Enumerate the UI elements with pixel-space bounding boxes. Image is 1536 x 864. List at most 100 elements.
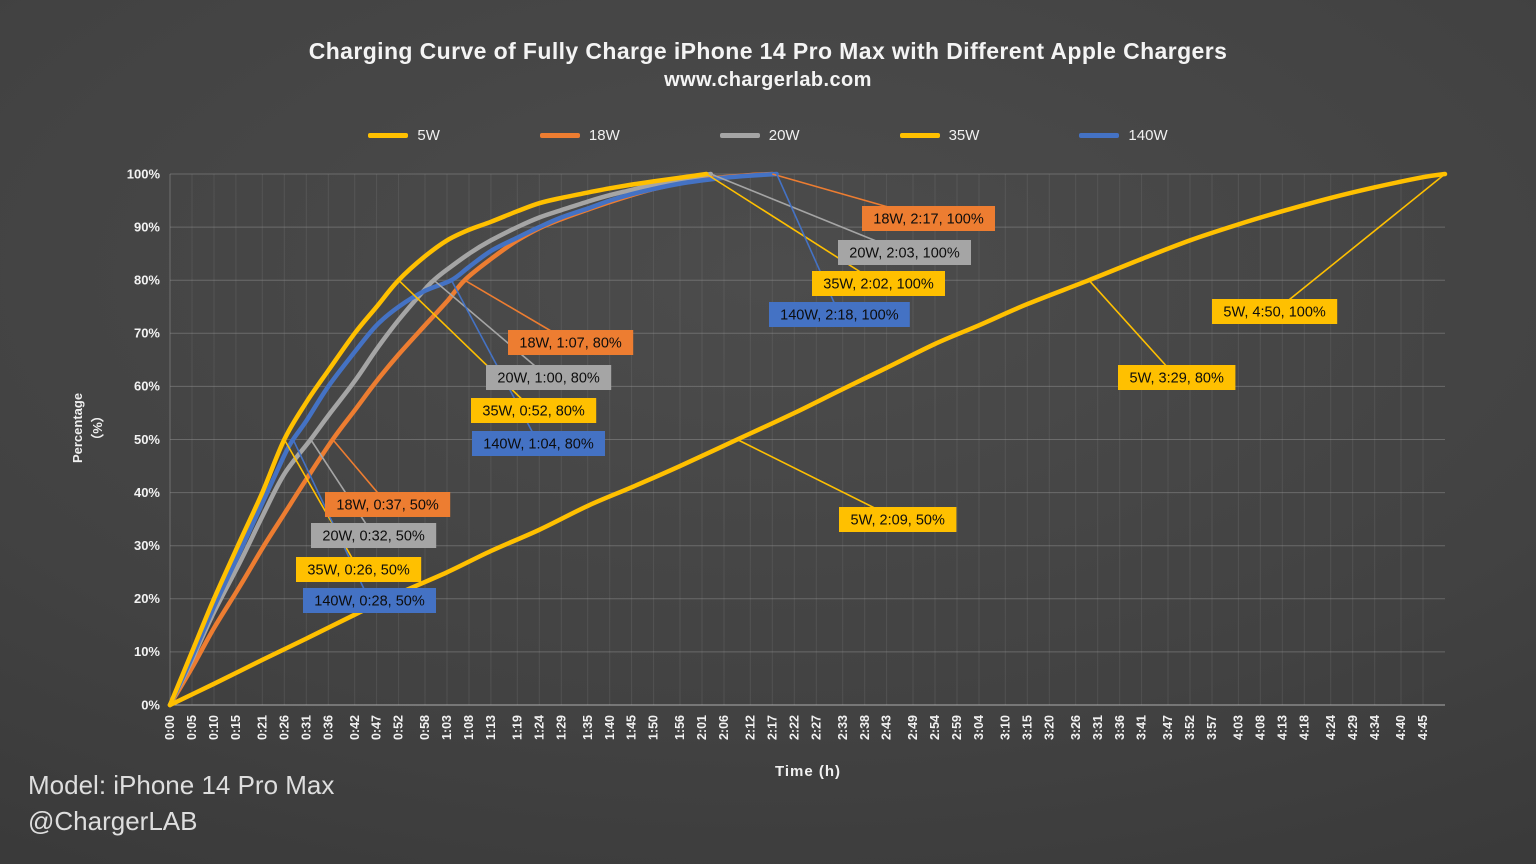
- series-line-20w: [167, 171, 714, 708]
- annotation-label: 20W, 0:32, 50%: [322, 528, 424, 544]
- x-tick-label: 1:29: [554, 715, 568, 740]
- annotation-box: [486, 365, 612, 390]
- y-tick-label: 50%: [134, 432, 160, 447]
- y-tick-label: 100%: [127, 166, 161, 181]
- series-line-35w: [167, 171, 709, 708]
- x-tick-label: 3:20: [1042, 715, 1056, 740]
- annotation-18w-80: 18W, 1:07, 80%: [508, 330, 634, 355]
- x-tick-label: 2:38: [858, 715, 872, 740]
- annotation-label: 35W, 0:26, 50%: [307, 562, 409, 578]
- annotation-label: 35W, 2:02, 100%: [823, 276, 934, 292]
- legend-label: 35W: [948, 127, 980, 144]
- x-tick-label: 1:50: [647, 715, 661, 740]
- annotation-20w-80: 20W, 1:00, 80%: [486, 365, 612, 390]
- annotation-leader-line: [705, 173, 879, 285]
- x-tick-label: 4:24: [1324, 715, 1338, 740]
- annotation-label: 20W, 1:00, 80%: [497, 370, 599, 386]
- y-tick-label: 30%: [134, 538, 160, 553]
- x-tick-label: 1:35: [581, 715, 595, 740]
- annotation-box: [838, 240, 971, 265]
- x-tick-label: 4:45: [1416, 715, 1430, 740]
- legend-label: 20W: [768, 127, 800, 144]
- legend-item-140w: 140W: [1079, 127, 1168, 144]
- annotation-35w-80: 35W, 0:52, 80%: [471, 398, 597, 423]
- annotation-boxes: 18W, 0:37, 50% 20W, 0:32, 50% 35W, 0:26, 5…: [296, 206, 1338, 613]
- y-axis-title-unit: （%）: [89, 409, 105, 447]
- legend-item-18w: 18W: [539, 127, 620, 144]
- annotation-leader-line: [1274, 173, 1446, 313]
- legend: 5W 18W 20W 35W 140W: [0, 127, 1536, 144]
- y-tick-label: 0%: [141, 697, 160, 712]
- annotation-box: [311, 523, 437, 548]
- y-tick-label: 20%: [134, 591, 160, 606]
- x-tick-label: 0:00: [163, 715, 177, 740]
- x-tick-label: 4:40: [1394, 715, 1408, 740]
- annotation-box: [862, 206, 995, 231]
- x-tick-label: 0:47: [370, 715, 384, 740]
- annotation-label: 140W, 1:04, 80%: [483, 436, 594, 452]
- y-tick-label: 40%: [134, 485, 160, 500]
- annotation-box: [839, 507, 957, 532]
- y-tick-label: 80%: [134, 272, 160, 287]
- x-tick-label: 4:08: [1253, 715, 1267, 740]
- annotation-35w-100: 35W, 2:02, 100%: [812, 271, 945, 296]
- x-tick-label: 3:31: [1091, 715, 1105, 740]
- x-tick-label: 1:40: [603, 715, 617, 740]
- x-tick-label: 1:08: [462, 715, 476, 740]
- x-tick-label: 4:18: [1297, 715, 1311, 740]
- x-tick-label: 4:34: [1368, 715, 1382, 740]
- legend-item-35w: 35W: [899, 127, 980, 144]
- annotation-20w-100: 20W, 2:03, 100%: [838, 240, 971, 265]
- x-tick-label: 2:01: [695, 715, 709, 740]
- model-caption: Model: iPhone 14 Pro Max: [28, 770, 335, 800]
- annotation-5w-80: 5W, 3:29, 80%: [1118, 365, 1236, 390]
- annotation-label: 5W, 2:09, 50%: [851, 512, 945, 528]
- legend-item-20w: 20W: [719, 127, 800, 144]
- annotation-box: [769, 302, 910, 327]
- brand-handle: @ChargerLAB: [28, 806, 198, 836]
- x-tick-label: 2:59: [950, 715, 964, 740]
- x-tick-label: 0:58: [418, 715, 432, 740]
- annotation-box: [303, 588, 436, 613]
- x-tick-label: 1:56: [673, 715, 687, 740]
- x-tick-label: 1:13: [484, 715, 498, 740]
- x-tick-label: 2:27: [809, 715, 823, 740]
- horizontal-gridlines: [169, 173, 1445, 706]
- annotation-label: 18W, 0:37, 50%: [336, 497, 438, 513]
- x-tick-label: 1:19: [510, 715, 524, 740]
- legend-swatch-35w: [899, 133, 940, 138]
- x-tick-label: 2:12: [743, 715, 757, 740]
- x-tick-label: 2:54: [928, 715, 942, 740]
- annotation-leader-line: [1088, 279, 1178, 379]
- annotation-5w-50: 5W, 2:09, 50%: [839, 507, 957, 532]
- y-tick-label: 70%: [134, 326, 160, 341]
- chart-title: Charging Curve of Fully Charge iPhone 14…: [308, 38, 1228, 64]
- annotation-label: 20W, 2:03, 100%: [849, 245, 960, 261]
- x-tick-label: 0:05: [185, 715, 199, 740]
- y-axis-title: Percentage （%）: [68, 348, 108, 508]
- x-tick-label: 3:47: [1161, 715, 1175, 740]
- annotation-box: [1118, 365, 1236, 390]
- annotation-leader-line: [736, 438, 899, 521]
- x-tick-label: 3:57: [1205, 715, 1219, 740]
- x-tick-label: 3:15: [1020, 715, 1034, 740]
- x-tick-label: 1:03: [440, 715, 454, 740]
- annotation-35w-50: 35W, 0:26, 50%: [296, 557, 422, 582]
- annotation-140w-100: 140W, 2:18, 100%: [769, 302, 910, 327]
- x-tick-label: 2:43: [880, 715, 894, 740]
- x-tick-label: 4:03: [1232, 715, 1246, 740]
- annotation-box: [472, 431, 605, 456]
- x-tick-label: 4:13: [1275, 715, 1289, 740]
- annotation-140w-80: 140W, 1:04, 80%: [472, 431, 605, 456]
- x-tick-label: 3:26: [1069, 715, 1083, 740]
- legend-label: 140W: [1128, 127, 1168, 144]
- annotation-label: 5W, 3:29, 80%: [1130, 370, 1224, 386]
- legend-swatch-5w: [368, 133, 409, 138]
- annotation-box: [812, 271, 945, 296]
- x-tick-label: 0:36: [321, 715, 335, 740]
- annotation-label: 5W, 4:50, 100%: [1223, 304, 1325, 320]
- x-tick-label: 2:49: [906, 715, 920, 740]
- x-tick-label: 0:42: [348, 715, 362, 740]
- x-tick-label: 1:24: [532, 715, 546, 740]
